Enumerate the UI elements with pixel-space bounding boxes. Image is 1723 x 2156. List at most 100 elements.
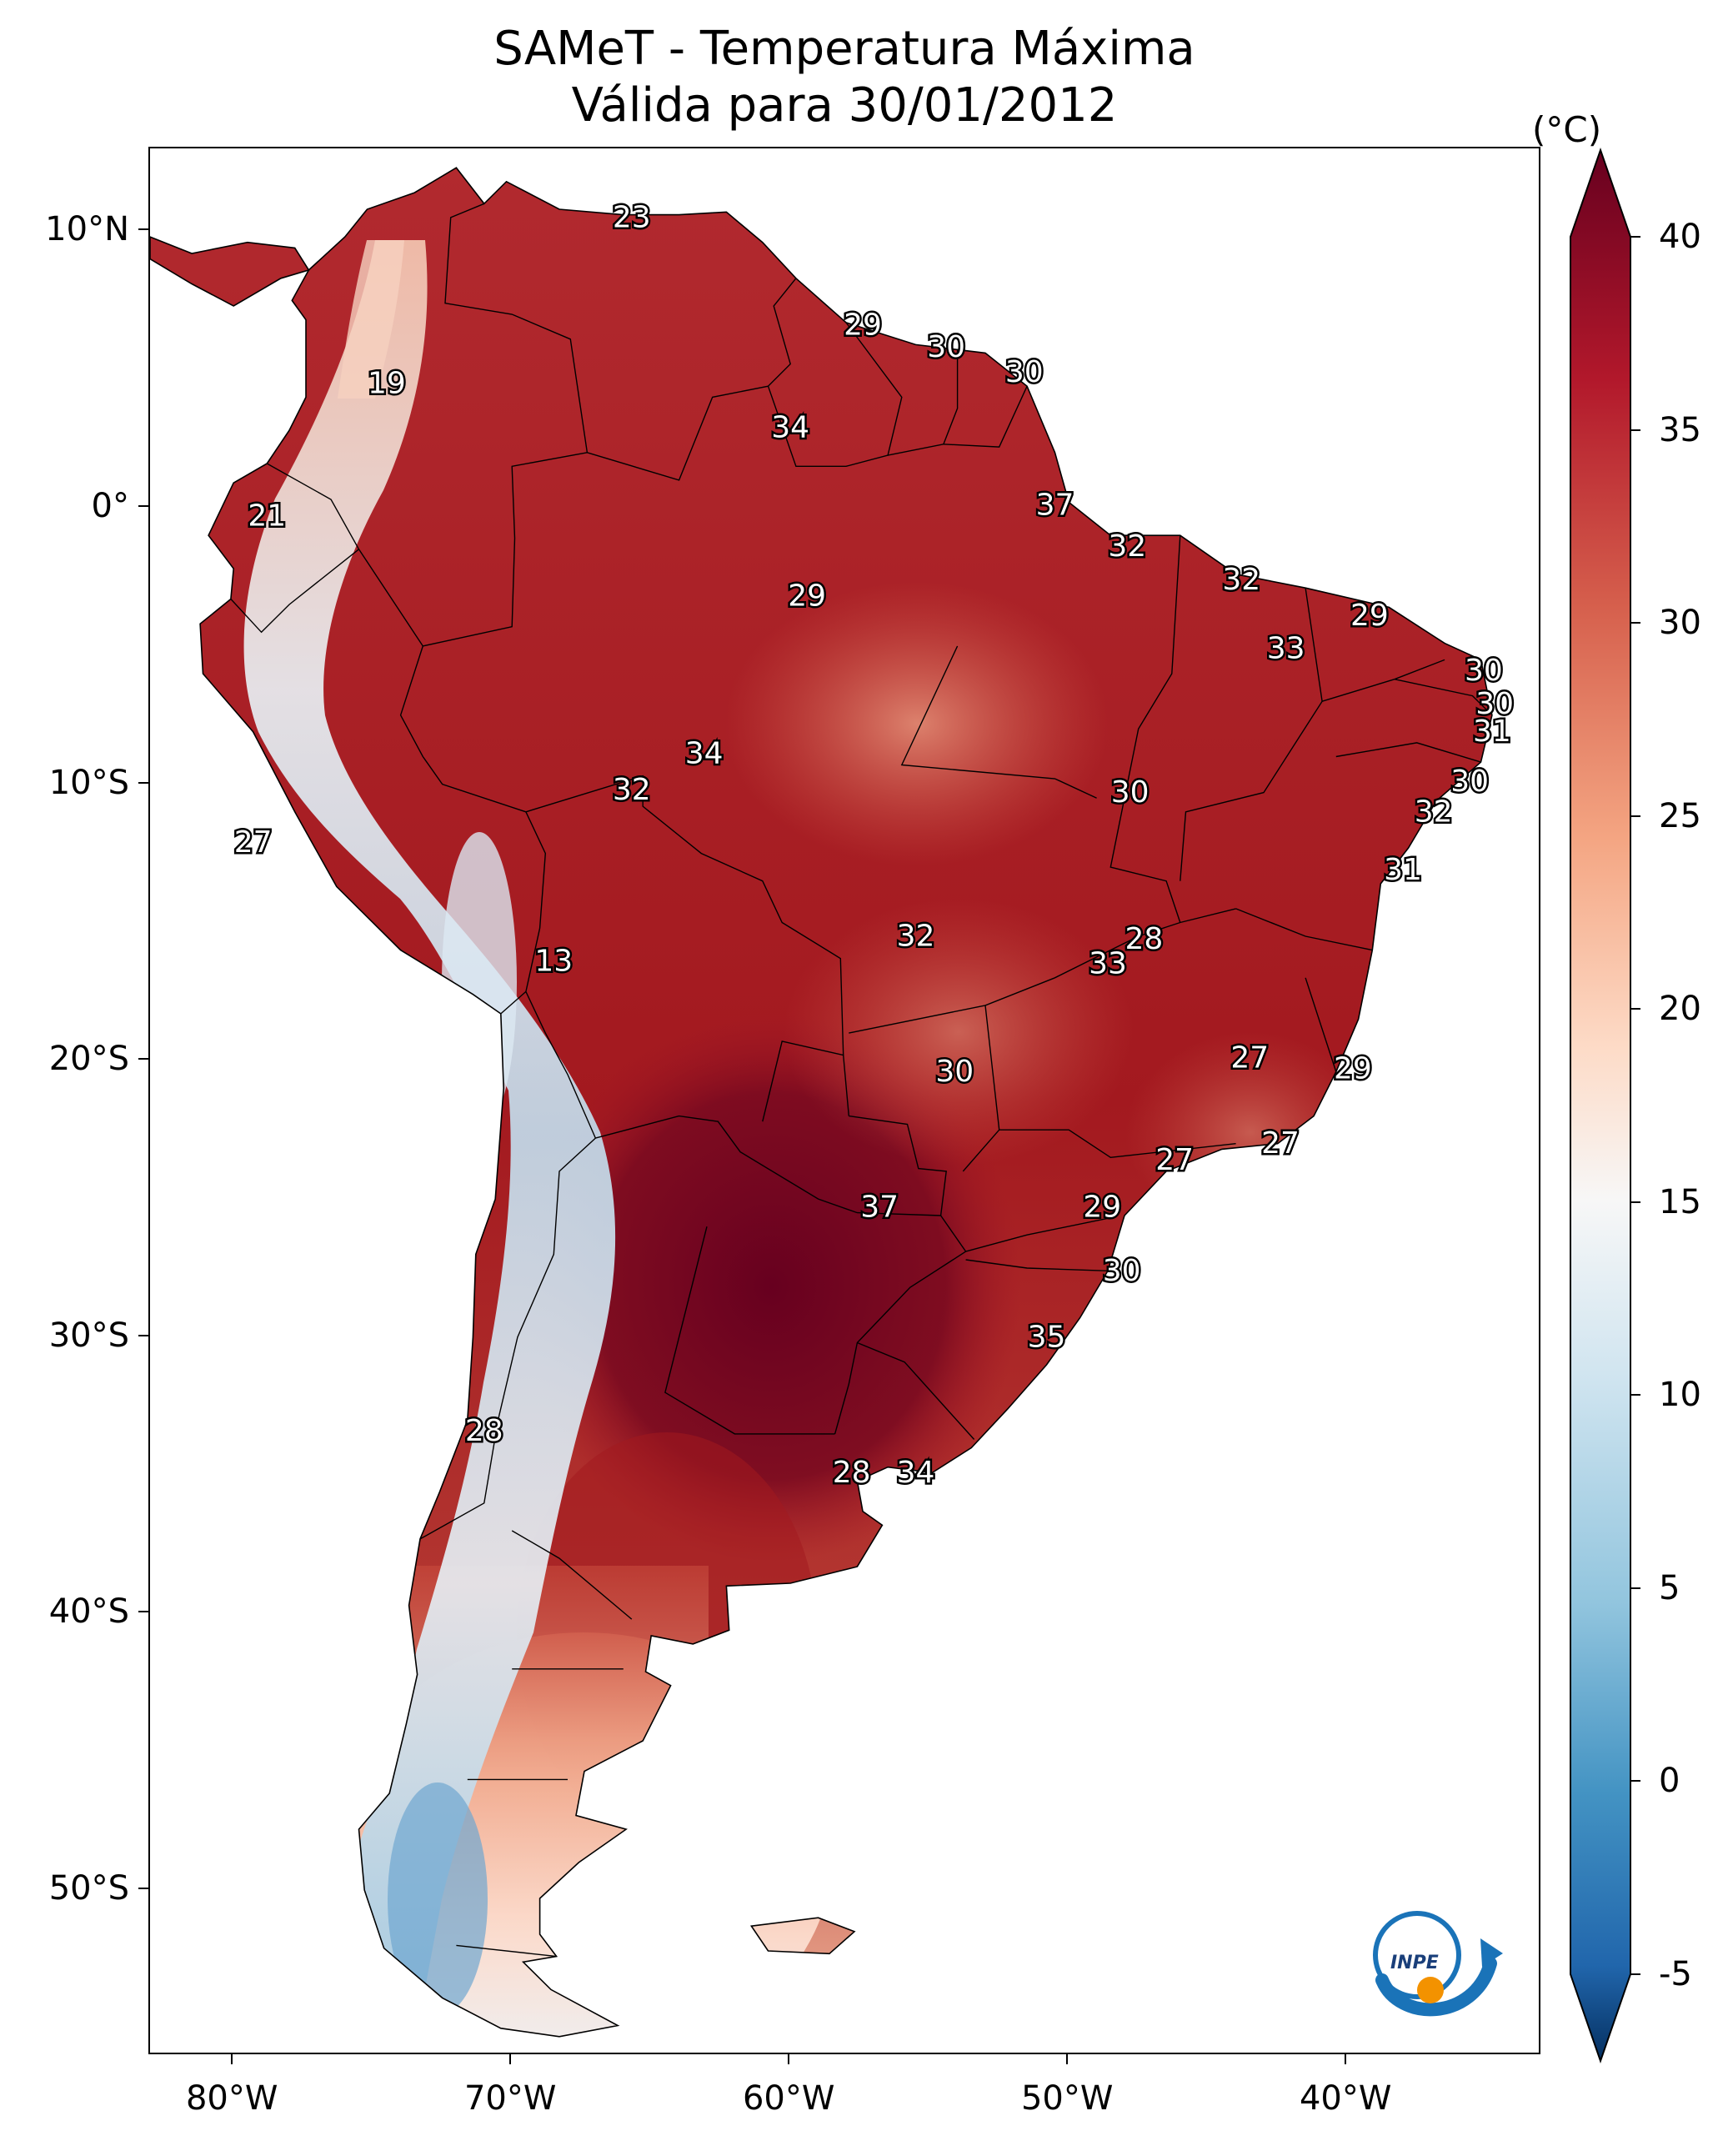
border-line [419, 1137, 596, 1540]
colorbar-tick-mark [1630, 1587, 1640, 1589]
temperature-label: 30 [1475, 687, 1514, 721]
colorbar-tick-label: 5 [1659, 1568, 1680, 1607]
colorbar-tick-label: 35 [1659, 410, 1701, 449]
map-subtitle: Válida para 30/01/2012 [571, 78, 1118, 133]
border-line [762, 1040, 844, 1122]
border-line [500, 990, 527, 1015]
border-line [266, 463, 423, 647]
colorbar-tick-label: 15 [1659, 1182, 1701, 1221]
lat-tick-label: 30°S [48, 1316, 129, 1355]
colorbar-tick-mark [1630, 1780, 1640, 1782]
temperature-label: 32 [1415, 795, 1453, 829]
colorbar-tick-label: 40 [1659, 218, 1701, 256]
temperature-label: 34 [771, 410, 809, 444]
lon-tick-label: 70°W [463, 2079, 557, 2118]
colorbar-tick-mark [1630, 429, 1640, 431]
colorbar-tick-mark [1630, 815, 1640, 817]
lat-tick-label: 10°S [48, 763, 129, 802]
lon-tick-label: 40°W [1299, 2079, 1392, 2118]
border-line [1305, 977, 1337, 1072]
border-line [767, 322, 903, 467]
colorbar-tick-label: 30 [1659, 604, 1701, 643]
lon-tick-mark [788, 2054, 790, 2064]
temperature-label: 28 [1124, 922, 1163, 956]
colorbar-tick-label: 25 [1659, 796, 1701, 835]
lat-tick-label: 40°S [48, 1592, 129, 1632]
temperature-label: 32 [1108, 529, 1146, 564]
border-line [900, 645, 1097, 799]
lat-tick-mark [138, 1611, 148, 1613]
temperature-label: 29 [1083, 1191, 1121, 1225]
border-line [965, 1217, 1109, 1252]
temperature-label: 29 [1334, 1052, 1372, 1086]
border-line [1109, 535, 1181, 923]
lat-tick-mark [138, 1334, 148, 1336]
lon-tick-label: 80°W [185, 2079, 278, 2118]
colorbar-tick-label: -5 [1659, 1955, 1692, 1993]
border-line [1335, 742, 1481, 763]
colorbar-tick-mark [1630, 622, 1640, 624]
border-line [1235, 908, 1373, 951]
temperature-label: 33 [1267, 632, 1305, 666]
lat-tick-label: 20°S [48, 1040, 129, 1079]
lon-tick-label: 60°W [742, 2079, 835, 2118]
colorbar-unit: (°C) [1532, 109, 1602, 150]
temperature-label: 30 [1005, 355, 1044, 389]
lat-tick-label: 0° [91, 487, 129, 526]
lon-tick-mark [1345, 2054, 1347, 2064]
lat-tick-mark [138, 505, 148, 508]
border-line [834, 1215, 967, 1435]
border-line [1394, 679, 1490, 713]
temperature-label: 30 [1103, 1254, 1141, 1288]
temperature-label: 28 [833, 1456, 871, 1490]
lon-tick-mark [1066, 2054, 1069, 2064]
temperature-label: 33 [1089, 947, 1127, 981]
temperature-label: 37 [860, 1191, 899, 1225]
temperature-label: 29 [1350, 599, 1389, 633]
temperature-label: 29 [844, 308, 882, 343]
colorbar-tick-label: 10 [1659, 1376, 1701, 1415]
colorbar-tick-label: 20 [1659, 990, 1701, 1029]
country-state-borders [230, 203, 1490, 1958]
temperature-label: 23 [613, 200, 651, 234]
map-area: 23 19 29 30 30 34 37 21 32 32 29 29 33 30 30 31 34 32 30 30… [148, 147, 1540, 2054]
temperature-label: 13 [534, 944, 573, 978]
colorbar-tick-mark [1630, 236, 1640, 238]
temperature-label: 37 [1036, 488, 1074, 522]
lat-tick-label: 50°S [48, 1869, 129, 1908]
temperature-label: 27 [1230, 1040, 1269, 1075]
temperature-label: 30 [935, 1055, 974, 1089]
lat-tick-mark [138, 228, 148, 231]
colorbar-tick-mark [1630, 1394, 1640, 1396]
border-line [1180, 588, 1323, 881]
border-line [525, 811, 597, 1139]
temperature-label: 27 [234, 825, 273, 860]
temperature-label: 19 [368, 366, 406, 400]
colorbar-tick-label: 0 [1659, 1762, 1680, 1801]
inpe-logo-icon: INPE [1373, 1911, 1503, 2017]
border-line [849, 908, 1236, 1034]
colorbar [1570, 147, 1631, 2064]
border-line [595, 1115, 941, 1216]
svg-text:INPE: INPE [1390, 1953, 1439, 1973]
border-line [511, 1530, 633, 1620]
border-line [849, 1115, 947, 1216]
border-line [664, 1226, 835, 1435]
temperature-label: 30 [1111, 775, 1150, 810]
map-title: SAMeT - Temperatura Máxima [493, 22, 1195, 76]
temperature-label: 35 [1028, 1320, 1066, 1354]
temperature-field [150, 168, 1492, 2037]
lat-tick-mark [138, 781, 148, 784]
border-line [456, 1944, 557, 1958]
border-line [962, 1005, 1000, 1172]
border-line [943, 385, 1028, 448]
temperature-label: 34 [685, 737, 724, 771]
colorbar-tick-mark [1630, 1201, 1640, 1203]
border-line [887, 350, 959, 456]
border-line [525, 775, 849, 1116]
temperature-label: 31 [1473, 714, 1511, 749]
border-line [444, 203, 589, 453]
lon-tick-mark [509, 2054, 512, 2064]
temperature-label: 30 [1450, 765, 1489, 799]
